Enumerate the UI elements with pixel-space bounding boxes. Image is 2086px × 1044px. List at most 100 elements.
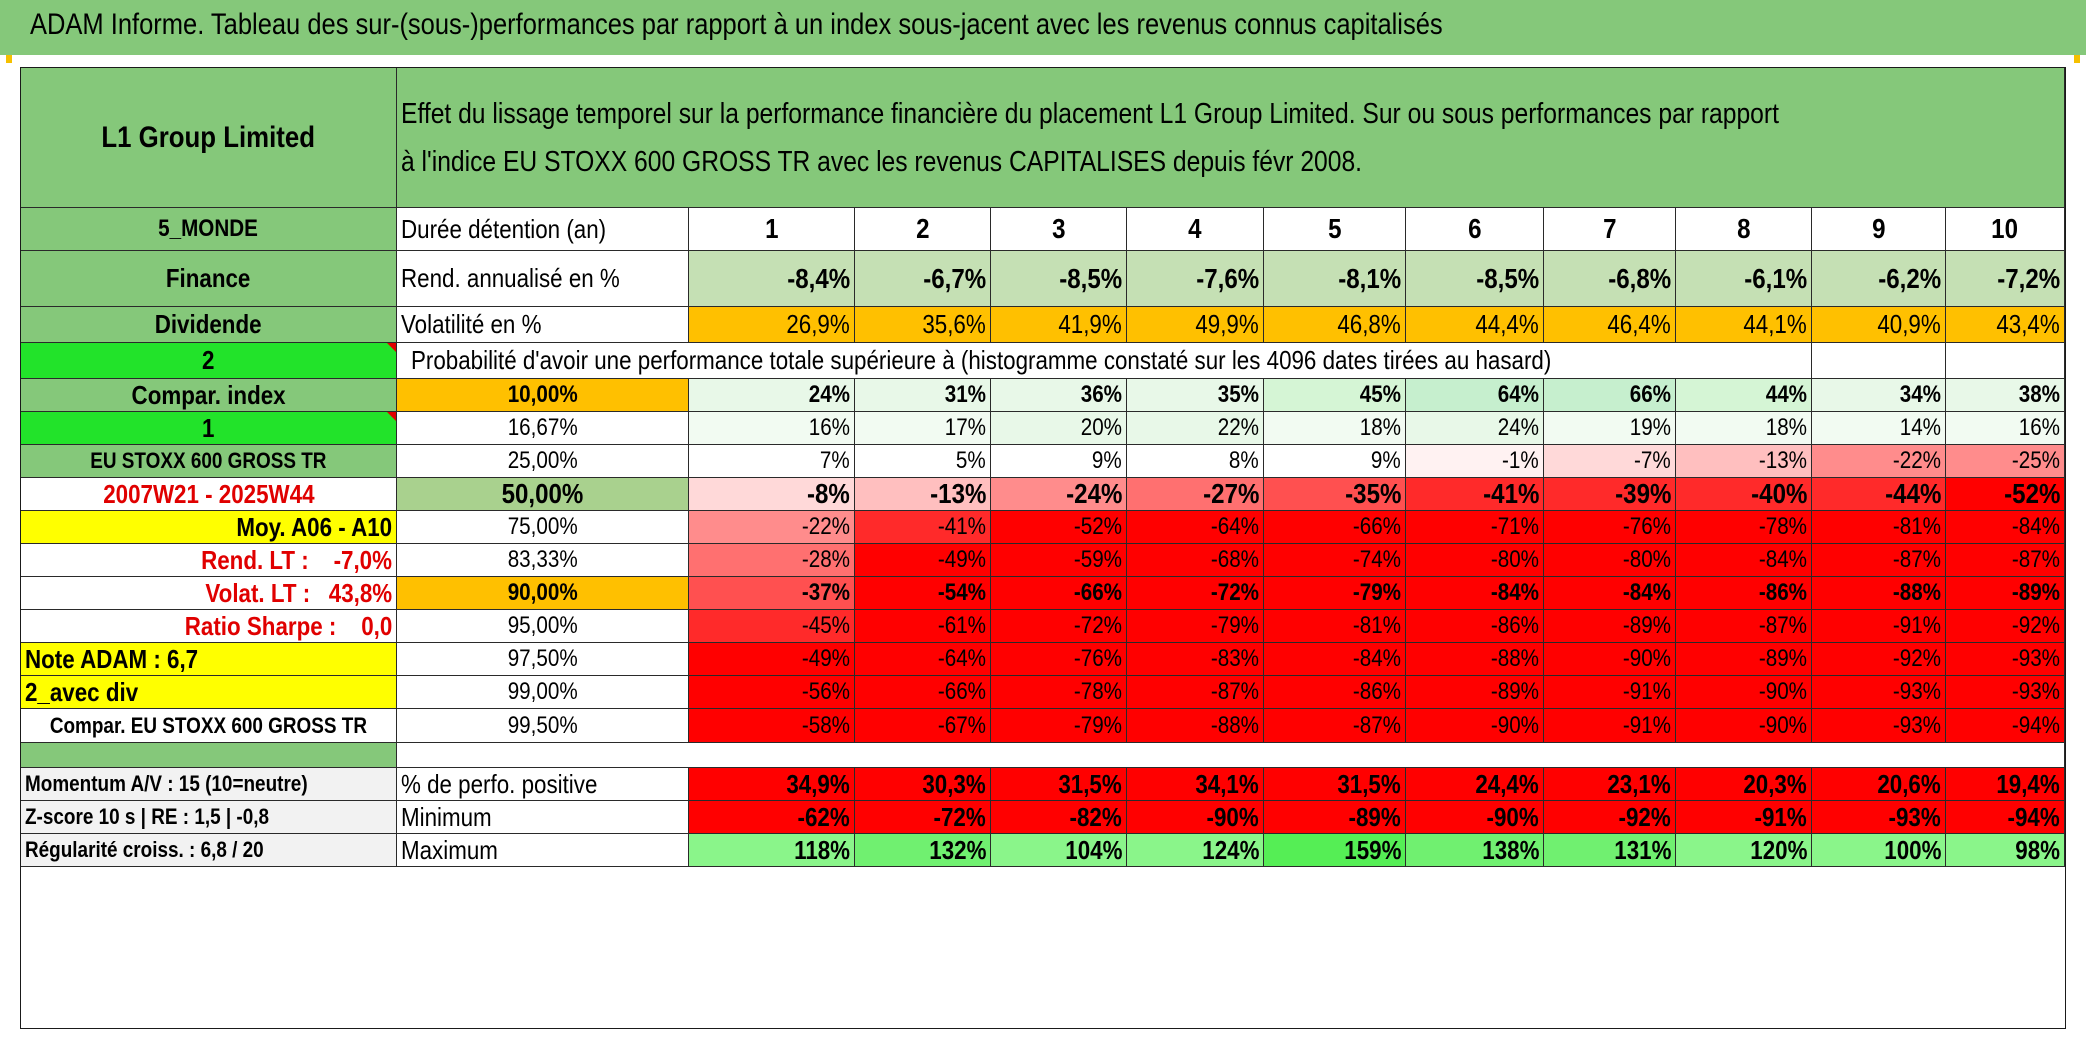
- pct-label-cell: 90,00%: [397, 577, 689, 610]
- year-header-cell: 6: [1406, 208, 1544, 251]
- pct-label-cell: 10,00%: [397, 379, 689, 412]
- minimum-cell: -82%: [991, 801, 1127, 834]
- probability-cell: -81%: [1264, 610, 1406, 643]
- corner-marker: [2074, 55, 2080, 63]
- probability-cell-value: -80%: [1622, 546, 1671, 573]
- probability-cell-value: -80%: [1490, 546, 1539, 573]
- probability-cell-value: -76%: [1073, 645, 1122, 672]
- rend-cell-value: -6,2%: [1878, 262, 1941, 294]
- probability-cell-value: -24%: [1065, 478, 1122, 509]
- probability-cell: 5%: [855, 445, 991, 478]
- probability-cell-value: -81%: [1892, 513, 1941, 540]
- maximum-cell-value: 118%: [794, 834, 850, 865]
- maximum-cell: 124%: [1127, 834, 1264, 867]
- minimum-cell-value: -89%: [1348, 801, 1401, 832]
- probability-cell: 9%: [991, 445, 1127, 478]
- probability-cell-value: -87%: [1892, 546, 1941, 573]
- probability-cell: -79%: [991, 709, 1127, 743]
- probability-cell: -84%: [1676, 544, 1812, 577]
- probability-cell-value: -87%: [1210, 678, 1259, 705]
- maximum-cell-value: 124%: [1201, 834, 1259, 865]
- probability-cell-value: -40%: [1750, 478, 1807, 509]
- rend-cell-value: -6,7%: [923, 262, 986, 294]
- rend-cell: -6,2%: [1812, 251, 1946, 307]
- description-line-2: à l'indice EU STOXX 600 GROSS TR avec le…: [401, 145, 1363, 178]
- probability-cell-value: 22%: [1217, 414, 1259, 441]
- volat-cell: 46,4%: [1544, 307, 1676, 343]
- year-header-cell-value: 2: [915, 213, 930, 244]
- probability-cell: 31%: [855, 379, 991, 412]
- probability-cell-value: -87%: [1352, 711, 1401, 739]
- proba-label-cell: Probabilité d'avoir une performance tota…: [397, 343, 1812, 379]
- year-header-cell-value: 8: [1736, 213, 1751, 244]
- year-header-cell: 8: [1676, 208, 1812, 251]
- probability-cell-value: 18%: [1765, 414, 1807, 441]
- maximum-cell: 120%: [1676, 834, 1812, 867]
- volat-cell: 43,4%: [1946, 307, 2065, 343]
- minimum-cell-value: -91%: [1754, 801, 1807, 832]
- rend-cell-value: -8,1%: [1338, 262, 1401, 294]
- probability-cell: -86%: [1676, 577, 1812, 610]
- probability-cell-value: -84%: [1352, 645, 1401, 672]
- blank-cell: [1946, 343, 2065, 379]
- probability-cell: -90%: [1544, 643, 1676, 676]
- moyenne-cell: Moy. A06 - A10: [21, 511, 397, 544]
- minimum-cell: -91%: [1676, 801, 1812, 834]
- perf-pos-label-cell: % de perfo. positive: [397, 768, 689, 801]
- probability-cell: -93%: [1946, 643, 2065, 676]
- probability-cell-value: -86%: [1490, 612, 1539, 639]
- maximum-cell: 132%: [855, 834, 991, 867]
- rend-cell: -8,5%: [1406, 251, 1544, 307]
- probability-cell-value: -52%: [2003, 478, 2060, 509]
- perf-pos-cell: 30,3%: [855, 768, 991, 801]
- probability-cell-value: -52%: [1073, 513, 1122, 540]
- title-separator: [0, 55, 2086, 67]
- rend-cell-value: -6,8%: [1608, 262, 1671, 294]
- input-1-cell[interactable]: 1: [21, 412, 397, 445]
- probability-cell-value: -35%: [1344, 478, 1401, 509]
- probability-cell-value: -76%: [1622, 513, 1671, 540]
- probability-cell: -88%: [1406, 643, 1544, 676]
- maximum-cell: 138%: [1406, 834, 1544, 867]
- maximum-cell: 98%: [1946, 834, 2065, 867]
- probability-cell: -66%: [991, 577, 1127, 610]
- probability-cell-value: -87%: [1758, 612, 1807, 639]
- year-header-cell: 7: [1544, 208, 1676, 251]
- zscore-cell: Z-score 10 s | RE : 1,5 | -0,8: [21, 801, 397, 834]
- note-adam-cell: Note ADAM : 6,7: [21, 643, 397, 676]
- rend-lt-cell: Rend. LT : -7,0%: [21, 544, 397, 577]
- rend-cell-value: -7,2%: [1997, 262, 2060, 294]
- performance-table: L1 Group Limited Effet du lissage tempor…: [20, 67, 2066, 1029]
- volat-cell-value: 35,6%: [922, 309, 986, 339]
- probability-cell: 45%: [1264, 379, 1406, 412]
- probability-cell: -89%: [1406, 676, 1544, 709]
- probability-cell: 16%: [1946, 412, 2065, 445]
- probability-cell: 24%: [689, 379, 855, 412]
- probability-cell-value: -44%: [1884, 478, 1941, 509]
- probability-cell: -49%: [689, 643, 855, 676]
- probability-cell: -68%: [1127, 544, 1264, 577]
- description-cell: Effet du lissage temporel sur la perform…: [397, 68, 2065, 208]
- probability-cell: -79%: [1127, 610, 1264, 643]
- rend-cell: -8,4%: [689, 251, 855, 307]
- pct-label-cell: 25,00%: [397, 445, 689, 478]
- probability-cell-value: 20%: [1080, 414, 1122, 441]
- description-line-1: Effet du lissage temporel sur la perform…: [401, 97, 1779, 130]
- probability-cell: -87%: [1676, 610, 1812, 643]
- period-cell: 2007W21 - 2025W44: [21, 478, 397, 511]
- probability-cell: 36%: [991, 379, 1127, 412]
- spacer-green-cell: [21, 743, 397, 768]
- probability-cell-value: -22%: [801, 513, 850, 540]
- year-header-cell-value: 7: [1602, 213, 1617, 244]
- probability-cell: 18%: [1264, 412, 1406, 445]
- probability-cell: -59%: [991, 544, 1127, 577]
- regularite-cell: Régularité croiss. : 6,8 / 20: [21, 834, 397, 867]
- input-2-cell[interactable]: 2: [21, 343, 397, 379]
- probability-cell-value: 34%: [1899, 381, 1941, 408]
- probability-cell-value: -90%: [1758, 678, 1807, 705]
- rend-cell: -6,1%: [1676, 251, 1812, 307]
- probability-cell: -93%: [1812, 676, 1946, 709]
- probability-cell: -40%: [1676, 478, 1812, 511]
- rend-cell-value: -6,1%: [1744, 262, 1807, 294]
- blank-cell: [1812, 343, 1946, 379]
